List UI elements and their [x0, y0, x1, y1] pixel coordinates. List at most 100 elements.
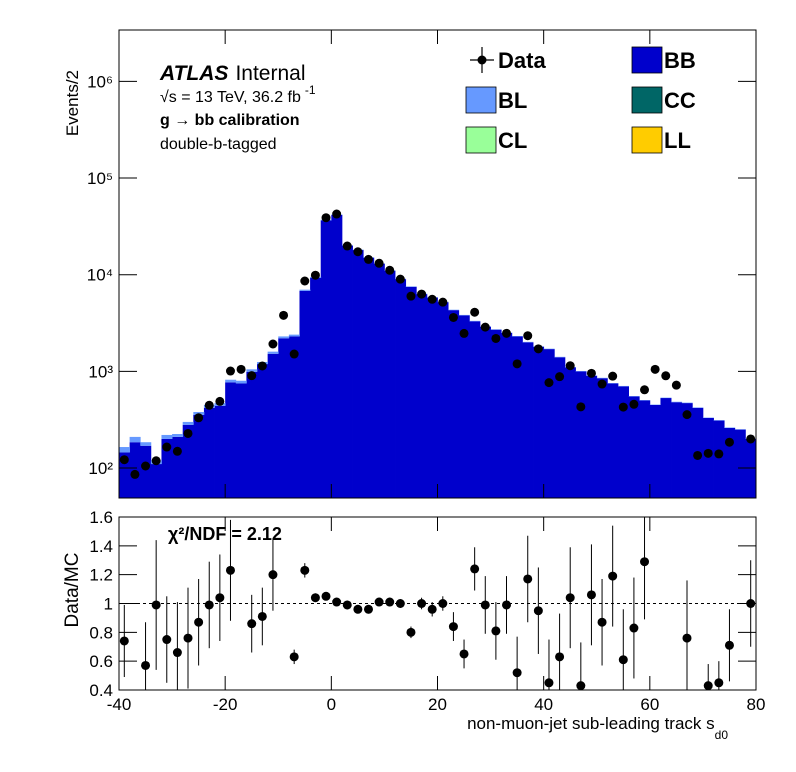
data-point [608, 371, 618, 381]
data-point [480, 322, 490, 332]
histogram-bar [267, 351, 279, 354]
y-axis-label: Events/2 [63, 70, 82, 136]
histogram-bar [182, 424, 194, 498]
ratio-point [618, 655, 628, 665]
histogram-bar [511, 336, 523, 498]
histogram-bar [501, 332, 513, 498]
ratio-point [374, 597, 384, 607]
ratio-point [533, 606, 543, 616]
ratio-point [491, 626, 501, 636]
data-point [724, 437, 734, 447]
y-tick-label: 0.8 [89, 623, 113, 642]
x-tick-label: 40 [534, 695, 553, 714]
data-point [342, 241, 352, 251]
y-tick-label: 10⁶ [87, 72, 113, 91]
data-point [289, 349, 299, 359]
histogram-bar [119, 447, 131, 453]
data-point [225, 366, 235, 376]
ratio-point [448, 622, 458, 632]
ratio-point [682, 633, 692, 643]
data-point [204, 400, 214, 410]
histogram-bar [172, 436, 184, 498]
histogram-bar [448, 310, 460, 498]
histogram-bar [288, 336, 300, 498]
x-axis-label-text: non-muon-jet sub-leading track s [467, 714, 715, 733]
data-point [640, 385, 650, 395]
histogram-bar [437, 302, 449, 498]
ratio-point [555, 652, 565, 662]
histogram-bar [278, 336, 290, 339]
ratio-point [544, 678, 554, 688]
data-point [353, 247, 363, 257]
energy-text: √s = 13 TeV, 36.2 fb [160, 89, 301, 106]
legend-swatch [631, 126, 663, 154]
data-point [172, 446, 182, 456]
histogram-bar [554, 357, 566, 498]
ratio-point [151, 600, 161, 610]
histogram-bar [416, 294, 428, 498]
data-point [236, 364, 246, 374]
ratio-point [406, 627, 416, 637]
histogram-bar [288, 334, 300, 337]
data-point [533, 344, 543, 354]
ratio-point [353, 604, 363, 614]
ratio-point [438, 599, 448, 608]
data-point [321, 213, 331, 223]
data-point [586, 368, 596, 378]
data-point [650, 364, 660, 374]
data-point [300, 276, 310, 286]
histogram-bar [522, 342, 534, 498]
legend-swatch [631, 86, 663, 114]
histogram-bar [182, 421, 194, 425]
histogram-bar [225, 379, 237, 383]
ratio-point [183, 633, 193, 643]
data-point [565, 361, 575, 371]
histogram-bar [639, 400, 651, 498]
ratio-point [459, 649, 469, 659]
histogram-bar [246, 371, 258, 498]
ratio-point [172, 648, 182, 658]
legend-swatch [465, 126, 497, 154]
histogram-bar [257, 364, 269, 498]
histogram-bar [278, 338, 290, 498]
x-tick-label: 60 [640, 695, 659, 714]
x-tick-label: 0 [327, 695, 336, 714]
data-point [279, 310, 289, 320]
data-point [502, 328, 512, 338]
ratio-point [119, 636, 129, 646]
histogram-bar [384, 270, 396, 498]
legend-label: BB [664, 48, 696, 73]
x-tick-label: -20 [213, 695, 238, 714]
legend-swatch [631, 46, 663, 74]
histogram-bar [225, 382, 237, 498]
histogram-bar [193, 414, 205, 498]
histogram-bar [299, 289, 311, 291]
histogram-bar [426, 297, 438, 498]
atlas-label: ATLAS Internal [159, 62, 305, 85]
legend-label: Data [498, 48, 546, 73]
energy-superscript: -1 [305, 83, 316, 97]
data-point [130, 469, 140, 479]
ratio-point [141, 660, 151, 670]
data-point [141, 461, 151, 471]
ratio-point [629, 623, 639, 633]
histogram-bar [628, 396, 640, 498]
histogram-bar [341, 245, 353, 498]
data-point [512, 359, 522, 369]
histogram-bar [479, 326, 491, 498]
selection-label: g → bb calibration [160, 112, 300, 129]
data-point [194, 413, 204, 423]
legend-marker [477, 55, 487, 65]
histogram-bar [543, 349, 555, 498]
histogram-bar [203, 407, 215, 498]
data-point [555, 372, 565, 382]
data-point [671, 380, 681, 390]
data-point [459, 328, 469, 338]
data-point [268, 339, 278, 349]
ratio-point [565, 593, 575, 603]
data-point [257, 361, 267, 371]
ratio-point [289, 652, 299, 662]
ratio-point [640, 557, 650, 567]
histogram-bar [564, 367, 576, 498]
